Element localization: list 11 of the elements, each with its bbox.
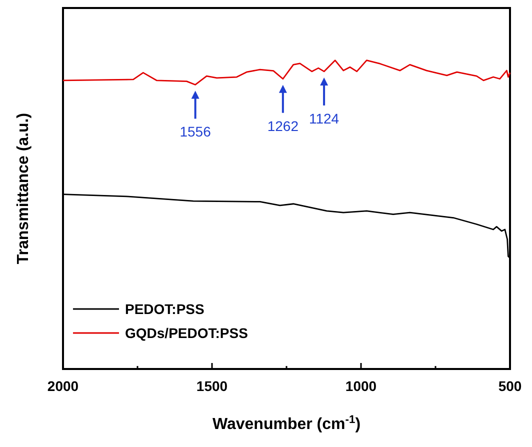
x-tick-label: 500 — [498, 378, 522, 394]
annotation: 1556 — [180, 124, 212, 140]
x-tick-label: 1000 — [345, 378, 377, 394]
x-axis-title: Wavenumber (cm$^{-1}$) — [212, 414, 361, 433]
annotation: 1262 — [267, 118, 299, 134]
x-tick-label: 2000 — [47, 378, 79, 394]
y-axis-title: Transmittance (a.u.) — [15, 112, 32, 264]
annotation: 1124 — [308, 110, 340, 126]
legend-label: GQDs/PEDOT:PSS — [125, 325, 248, 341]
x-tick-label: 1500 — [196, 378, 228, 394]
legend-label: PEDOT:PSS — [125, 301, 204, 317]
